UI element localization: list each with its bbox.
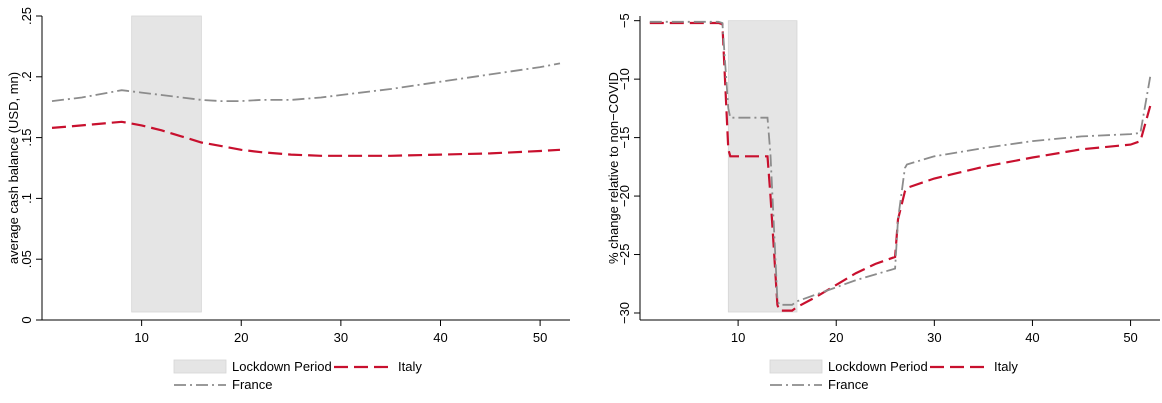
legend-lockdown-label: Lockdown Period — [232, 359, 332, 374]
legend-lockdown-swatch — [769, 359, 823, 374]
y-tick-label: −5 — [617, 13, 632, 28]
x-tick-label: 30 — [927, 330, 941, 345]
x-tick-label: 20 — [234, 330, 248, 345]
x-tick-label: 40 — [433, 330, 447, 345]
series-line-france — [51, 62, 561, 102]
x-tick-label: 50 — [1123, 330, 1137, 345]
legend-france-label: France — [232, 377, 272, 392]
legend-france-label: France — [828, 377, 868, 392]
x-tick-label: 10 — [731, 330, 745, 345]
y-tick-label: −20 — [617, 185, 632, 207]
series-line-italy — [649, 21, 1152, 312]
series-line-france — [649, 20, 1152, 306]
legend-lockdown-swatch — [173, 359, 227, 374]
x-tick-label: 10 — [134, 330, 148, 345]
lockdown-shade — [131, 15, 202, 313]
x-tick-label: 30 — [334, 330, 348, 345]
y-tick-label: 0 — [19, 316, 34, 323]
legend-lockdown-label: Lockdown Period — [828, 359, 928, 374]
series-line-italy — [51, 120, 561, 157]
y-tick-label: .2 — [19, 71, 34, 82]
y-axis-title: % change relative to non−COVID — [606, 72, 621, 264]
legend-italy-label: Italy — [994, 359, 1018, 374]
x-tick-label: 40 — [1025, 330, 1039, 345]
y-tick-label: .15 — [19, 129, 34, 147]
y-tick-label: .25 — [19, 7, 34, 25]
y-tick-label: −10 — [617, 68, 632, 90]
y-tick-label: −30 — [617, 302, 632, 324]
y-tick-label: .05 — [19, 250, 34, 268]
x-tick-label: 20 — [829, 330, 843, 345]
chart-panel-2: 10 20 30 40 50 −30 −25 −20 −15 −10 −5 % change rela… — [606, 13, 1160, 392]
y-tick-label: −15 — [617, 127, 632, 149]
x-tick-label: 50 — [533, 330, 547, 345]
y-tick-label: −25 — [617, 243, 632, 265]
chart-panel-1: 10 20 30 40 50 0 .05 .1 .15 .2 .25 average cash bal… — [6, 7, 570, 392]
y-tick-label: .1 — [19, 193, 34, 204]
legend-italy-label: Italy — [398, 359, 422, 374]
y-axis-title: average cash balance (USD, mn) — [6, 72, 21, 264]
lockdown-shade — [727, 20, 798, 313]
